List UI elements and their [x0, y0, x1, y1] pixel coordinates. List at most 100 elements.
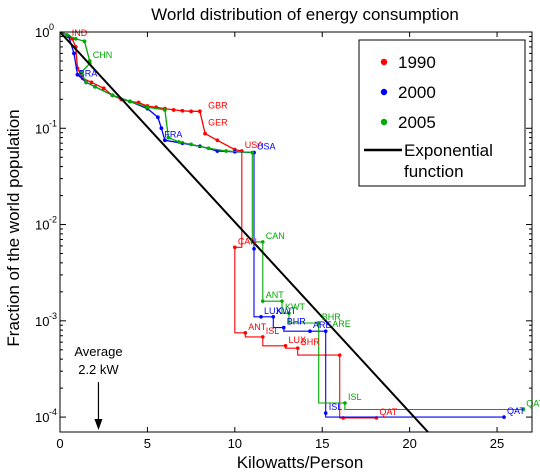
x-tick-label: 25	[490, 436, 504, 451]
tail-line-2005	[251, 152, 524, 411]
y-tick-label: 10	[35, 218, 49, 233]
legend-box	[358, 39, 526, 187]
series-2000	[60, 32, 256, 155]
tail-point	[260, 299, 265, 303]
series-layer	[60, 32, 256, 155]
country-label: GER	[208, 117, 228, 127]
country-label: CHN	[93, 50, 113, 60]
data-point	[65, 33, 69, 37]
tail-point	[502, 415, 506, 419]
data-point	[189, 109, 194, 114]
country-label: ISL	[266, 326, 280, 336]
data-point	[171, 108, 176, 112]
country-label: LUX	[264, 306, 282, 316]
series-tail-layer	[233, 151, 526, 420]
data-point	[155, 115, 160, 120]
legend-label-exponential: function	[404, 162, 464, 181]
legend-label-exponential: Exponential	[404, 141, 493, 160]
tail-point	[271, 315, 276, 319]
y-tick-exponent: -2	[49, 215, 57, 225]
data-point	[101, 86, 106, 91]
annotation-text: 2.2 kW	[78, 362, 119, 377]
tail-point	[521, 407, 526, 412]
series-line-2000	[61, 32, 255, 154]
x-tick-label: 15	[315, 436, 329, 451]
country-label: USA	[257, 142, 276, 152]
country-label: BHR	[322, 312, 342, 322]
x-tick-label: 10	[228, 436, 242, 451]
x-tick-label: 0	[56, 436, 63, 451]
tail-point	[295, 346, 300, 350]
tail-point	[260, 335, 265, 339]
tail-point	[323, 329, 328, 334]
data-point	[180, 108, 185, 113]
country-label: KWT	[285, 302, 305, 312]
y-tick-label: 10	[35, 410, 49, 425]
series-1990	[60, 32, 244, 153]
y-tick-label: 10	[35, 25, 49, 40]
legend-marker-2000	[380, 88, 388, 96]
legend-label-1990: 1990	[398, 53, 436, 72]
plot-frame	[59, 31, 533, 433]
country-label: QAT	[379, 407, 397, 417]
tail-point	[287, 311, 291, 315]
country-label: IND	[72, 28, 88, 38]
data-point	[206, 146, 211, 151]
data-point	[73, 36, 78, 41]
exponential-function-line	[60, 32, 429, 432]
x-axis-label: Kilowatts/Person	[237, 453, 364, 472]
data-point	[197, 109, 202, 114]
data-point	[189, 142, 194, 147]
data-point	[128, 99, 132, 104]
country-label: ANT	[266, 290, 285, 300]
country-label: ANT	[248, 322, 267, 332]
reference-line-layer	[60, 32, 429, 432]
y-tick-exponent: -1	[49, 118, 57, 128]
country-label: QAT	[507, 406, 525, 416]
country-label: GBR	[208, 100, 228, 110]
y-tick-exponent: -3	[49, 311, 57, 321]
x-tick-label: 5	[144, 436, 151, 451]
legend-marker-2005	[380, 118, 388, 126]
data-point	[159, 126, 164, 131]
tail-point	[243, 331, 248, 335]
legend-label-2005: 2005	[398, 113, 436, 132]
legend-label-2000: 2000	[398, 83, 436, 102]
data-point	[145, 105, 150, 110]
series-2005	[60, 32, 255, 155]
data-point	[250, 150, 255, 155]
data-point	[162, 138, 167, 143]
country-label: CAN	[266, 231, 285, 241]
y-tick-label: 10	[35, 314, 49, 329]
data-point	[84, 80, 89, 85]
exponential-line	[60, 32, 429, 432]
tail-point	[316, 321, 321, 325]
tail-point	[233, 245, 237, 250]
country-label: USA	[245, 140, 264, 150]
data-point	[215, 138, 220, 143]
x-tick-label: 20	[402, 436, 416, 451]
y-tick-exponent: 0	[49, 22, 54, 32]
data-point	[82, 39, 87, 44]
country-label: FRA	[164, 129, 182, 139]
chart-title: World distribution of energy consumption	[151, 5, 459, 24]
country-label: ISL	[329, 402, 343, 412]
data-point	[110, 93, 115, 98]
average-annotation: Average 2.2 kW	[74, 344, 123, 430]
data-point	[75, 72, 80, 77]
country-label: ISL	[348, 392, 362, 402]
tail-point	[252, 246, 256, 251]
country-label: CAN	[238, 236, 257, 246]
tail-1990	[233, 151, 379, 420]
data-point	[224, 149, 228, 153]
data-point	[162, 108, 167, 112]
country-label: BHR	[287, 317, 307, 327]
tail-point	[323, 411, 328, 415]
data-point	[93, 84, 97, 89]
tail-point	[259, 315, 263, 319]
country-label: BRA	[79, 69, 98, 79]
annotation-arrow-head	[94, 419, 103, 430]
